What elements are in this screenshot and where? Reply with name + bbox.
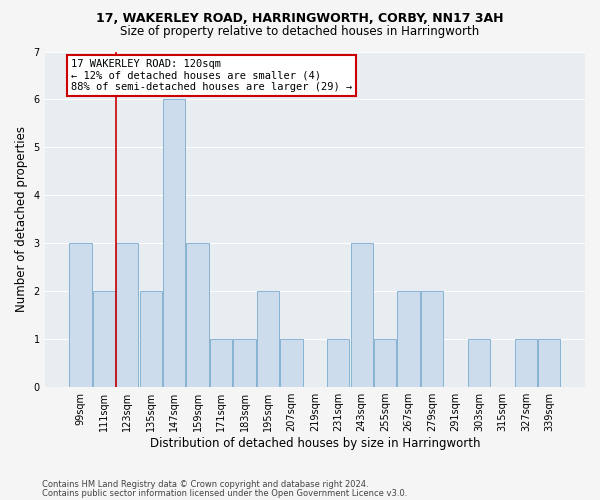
Bar bbox=[350, 244, 373, 387]
Bar bbox=[280, 339, 302, 387]
Bar bbox=[421, 291, 443, 387]
Bar bbox=[163, 100, 185, 387]
X-axis label: Distribution of detached houses by size in Harringworth: Distribution of detached houses by size … bbox=[149, 437, 480, 450]
Text: 17, WAKERLEY ROAD, HARRINGWORTH, CORBY, NN17 3AH: 17, WAKERLEY ROAD, HARRINGWORTH, CORBY, … bbox=[96, 12, 504, 26]
Bar bbox=[468, 339, 490, 387]
Text: 17 WAKERLEY ROAD: 120sqm
← 12% of detached houses are smaller (4)
88% of semi-de: 17 WAKERLEY ROAD: 120sqm ← 12% of detach… bbox=[71, 58, 352, 92]
Bar bbox=[515, 339, 537, 387]
Bar bbox=[538, 339, 560, 387]
Bar bbox=[327, 339, 349, 387]
Bar bbox=[116, 244, 139, 387]
Text: Contains public sector information licensed under the Open Government Licence v3: Contains public sector information licen… bbox=[42, 488, 407, 498]
Bar bbox=[140, 291, 162, 387]
Bar bbox=[92, 291, 115, 387]
Bar bbox=[257, 291, 279, 387]
Bar bbox=[233, 339, 256, 387]
Y-axis label: Number of detached properties: Number of detached properties bbox=[15, 126, 28, 312]
Bar bbox=[374, 339, 397, 387]
Bar bbox=[397, 291, 420, 387]
Bar bbox=[210, 339, 232, 387]
Text: Contains HM Land Registry data © Crown copyright and database right 2024.: Contains HM Land Registry data © Crown c… bbox=[42, 480, 368, 489]
Bar bbox=[187, 244, 209, 387]
Bar bbox=[69, 244, 92, 387]
Text: Size of property relative to detached houses in Harringworth: Size of property relative to detached ho… bbox=[121, 25, 479, 38]
